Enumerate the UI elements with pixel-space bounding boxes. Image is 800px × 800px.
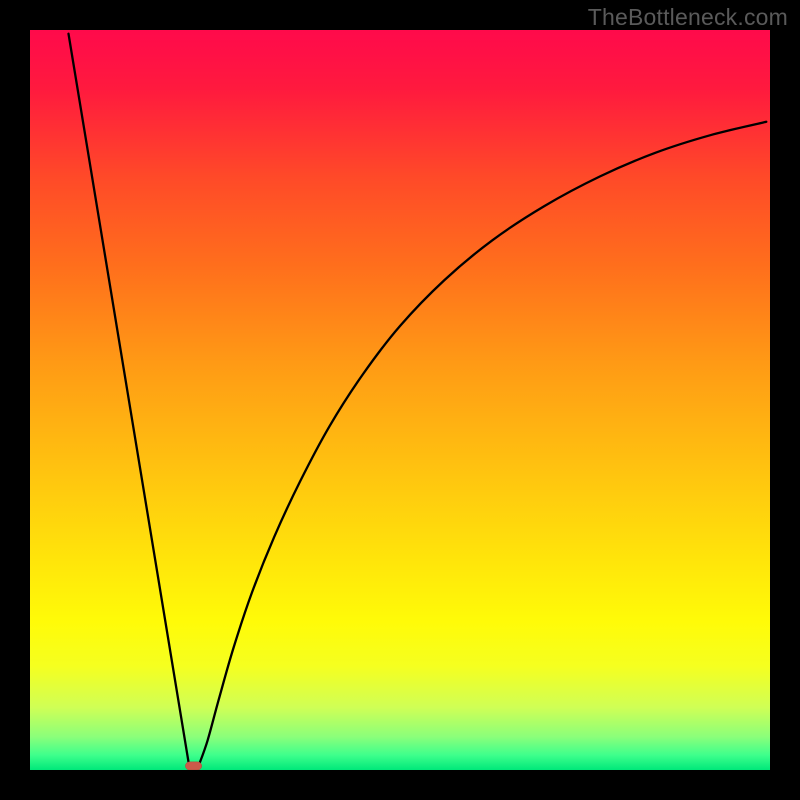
- chart-container: TheBottleneck.com: [0, 0, 800, 800]
- optimum-marker: [185, 762, 201, 770]
- bottleneck-curve: [68, 34, 766, 766]
- plot-area: [30, 30, 770, 770]
- watermark-text: TheBottleneck.com: [588, 4, 788, 31]
- curve-overlay: [30, 30, 770, 770]
